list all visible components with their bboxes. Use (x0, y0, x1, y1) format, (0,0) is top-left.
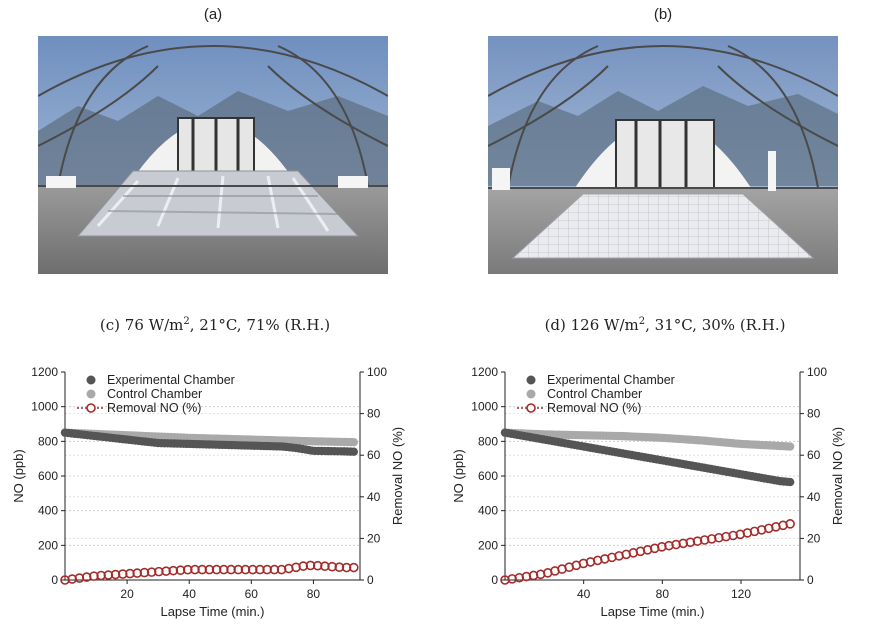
legend-label-experimental: Experimental Chamber (547, 373, 675, 387)
y-tick-label-right: 60 (807, 448, 821, 462)
y-tick-label-left: 600 (38, 469, 58, 483)
y-tick-label-right: 80 (807, 407, 821, 421)
y-tick-label-left: 1200 (471, 365, 498, 379)
chart-title-c-prefix: (c) 76 W/m (99, 316, 184, 334)
y-tick-label-left: 400 (478, 504, 498, 518)
x-tick-label: 40 (183, 587, 197, 601)
chart-title-c: (c) 76 W/m2, 21°C, 71% (R.H.) (40, 316, 390, 334)
x-axis-label: Lapse Time (min.) (600, 604, 704, 619)
x-axis-label: Lapse Time (min.) (160, 604, 264, 619)
y-tick-label-right: 0 (367, 573, 374, 587)
y-tick-label-right: 60 (367, 448, 381, 462)
x-tick-label: 120 (731, 587, 751, 601)
legend-marker-control (86, 389, 96, 399)
y-tick-label-left: 800 (38, 434, 58, 448)
photo-chamber-tiles (488, 36, 838, 274)
point-removal-no (348, 562, 359, 573)
x-tick-label: 60 (245, 587, 259, 601)
chart-title-d-suffix: , 31°C, 30% (R.H.) (645, 316, 786, 334)
panel-label-a: (a) (203, 6, 223, 23)
chart-title-d-prefix: (d) 126 W/m (544, 316, 639, 334)
y-tick-label-right: 100 (367, 365, 387, 379)
y-tick-label-right: 40 (807, 490, 821, 504)
chart-title-d: (d) 126 W/m2, 31°C, 30% (R.H.) (490, 316, 840, 334)
y-tick-label-left: 1000 (471, 400, 498, 414)
x-tick-label: 40 (577, 587, 591, 601)
y-tick-label-left: 600 (478, 469, 498, 483)
legend-marker-experimental (86, 375, 96, 385)
point-removal-no (785, 519, 795, 529)
y-tick-label-right: 0 (807, 573, 814, 587)
y-tick-label-left: 1000 (31, 400, 58, 414)
chart-d: 0 200 400 600 800 1000 1200 0 20 40 60 80 100 40 80 120… (451, 365, 845, 619)
chart-title-c-suffix: , 21°C, 71% (R.H.) (189, 316, 331, 334)
y-tick-label-left: 0 (491, 573, 498, 587)
chart-title-c-sup: 2 (183, 316, 190, 327)
y-tick-label-right: 40 (367, 490, 381, 504)
chart-c: 0 200 400 600 800 1000 1200 0 20 40 60 80 100 20 40 60 8… (11, 365, 405, 619)
legend-label-experimental: Experimental Chamber (107, 373, 235, 387)
legend-marker-removal (526, 403, 536, 413)
y-tick-label-left: 200 (478, 538, 498, 552)
y-axis-label: NO (ppb) (11, 449, 26, 502)
x-tick-label: 80 (656, 587, 670, 601)
y-tick-label-left: 1200 (31, 365, 58, 379)
legend-label-removal: Removal NO (%) (107, 401, 201, 415)
y-axis-label: NO (ppb) (451, 449, 466, 502)
point-experimental-chamber (785, 477, 795, 487)
y-tick-label-right: 20 (367, 531, 381, 545)
y-tick-label-right: 20 (807, 531, 821, 545)
y-tick-label-left: 800 (478, 434, 498, 448)
point-control-chamber (785, 442, 795, 451)
x-tick-label: 20 (120, 587, 134, 601)
y-tick-label-right: 100 (807, 365, 827, 379)
legend-marker-experimental (526, 375, 536, 385)
legend-label-control: Control Chamber (107, 387, 202, 401)
point-experimental-chamber (349, 447, 358, 456)
panel-label-b: (b) (653, 6, 673, 23)
x-tick-label: 80 (307, 587, 321, 601)
y2-axis-label: Removal NO (%) (830, 427, 845, 525)
chart-title-d-sup: 2 (638, 316, 646, 327)
legend-marker-control (526, 389, 536, 399)
y-tick-label-left: 0 (51, 573, 58, 587)
legend-label-removal: Removal NO (%) (547, 401, 641, 415)
y-tick-label-left: 200 (38, 538, 58, 552)
y2-axis-label: Removal NO (%) (390, 427, 405, 525)
legend-marker-removal (86, 403, 96, 413)
point-control-chamber (349, 438, 358, 447)
y-tick-label-left: 400 (38, 504, 58, 518)
y-tick-label-right: 80 (367, 407, 381, 421)
photo-chamber-foil (38, 36, 388, 274)
legend-label-control: Control Chamber (547, 387, 642, 401)
